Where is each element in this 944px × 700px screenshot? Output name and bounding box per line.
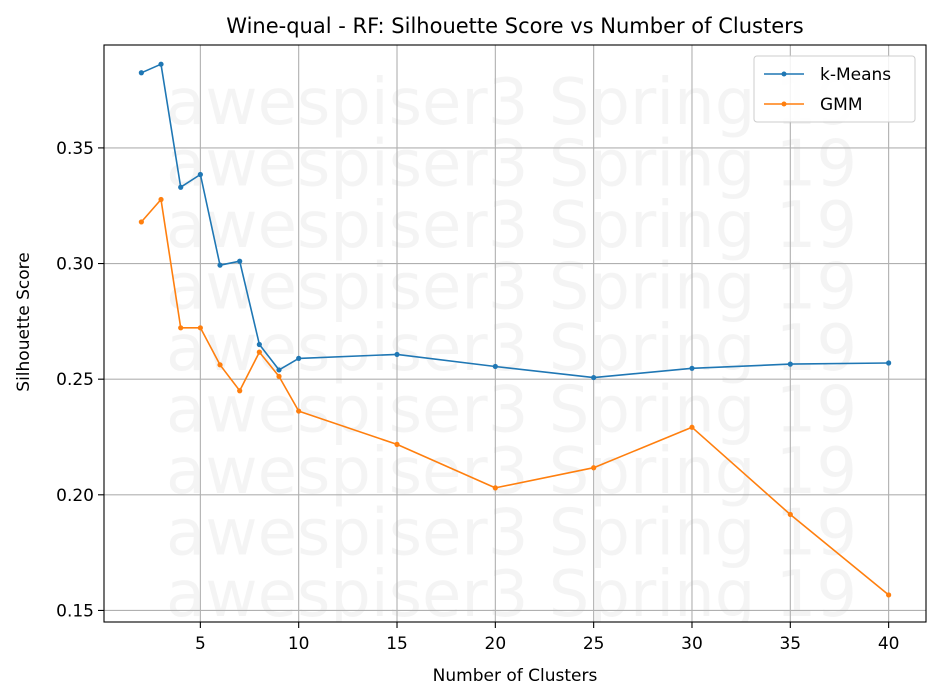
data-point-k-means	[296, 355, 302, 361]
x-tick-label: 30	[681, 634, 703, 654]
data-point-gmm	[138, 219, 144, 225]
data-point-k-means	[197, 171, 203, 178]
x-tick-label: 20	[485, 634, 507, 654]
data-point-k-means	[492, 363, 498, 370]
legend-marker-k-means	[781, 71, 787, 77]
data-point-k-means	[237, 258, 243, 264]
data-point-gmm	[197, 325, 203, 331]
data-point-gmm	[158, 196, 164, 203]
data-point-gmm	[296, 408, 302, 414]
x-tick-label: 40	[878, 634, 900, 654]
y-tick-label: 0.35	[56, 139, 94, 159]
plot-frame	[103, 44, 927, 623]
watermark-text: awespiser3 Spring 19	[166, 374, 857, 448]
data-point-k-means	[158, 61, 164, 67]
data-point-k-means	[689, 365, 695, 371]
watermark-text: awespiser3 Spring 19	[166, 251, 857, 325]
watermark-text: awespiser3 Spring 19	[166, 66, 857, 140]
data-point-gmm	[492, 485, 498, 491]
x-tick-label: 25	[583, 634, 605, 654]
legend-label-k-means: k-Means	[820, 65, 891, 85]
data-point-k-means	[591, 374, 597, 381]
x-tick-label: 35	[779, 634, 801, 654]
x-tick-label: 5	[195, 634, 206, 654]
data-point-gmm	[394, 441, 400, 447]
data-point-k-means	[276, 367, 282, 373]
data-point-k-means	[178, 184, 184, 190]
series-layer	[138, 61, 892, 598]
data-point-k-means	[256, 341, 262, 348]
chart-title: Wine-qual - RF: Silhouette Score vs Numb…	[226, 14, 803, 38]
y-axis-label: Silhouette Score	[14, 252, 34, 391]
legend-marker-gmm	[781, 101, 787, 107]
data-point-k-means	[886, 360, 892, 366]
data-point-gmm	[787, 511, 793, 518]
watermark-text: awespiser3 Spring 19	[166, 128, 857, 202]
watermark-text: awespiser3 Spring 19	[166, 312, 857, 386]
grid	[104, 45, 926, 622]
y-tick-label: 0.30	[56, 255, 94, 275]
x-tick-label: 10	[288, 634, 310, 654]
legend: k-Means GMM	[753, 55, 916, 123]
data-point-gmm	[886, 592, 892, 598]
data-point-gmm	[256, 349, 262, 355]
data-point-gmm	[237, 388, 243, 394]
data-point-k-means	[394, 351, 400, 358]
legend-label-gmm: GMM	[820, 95, 863, 115]
watermark-text: awespiser3 Spring 19	[166, 558, 857, 632]
data-point-k-means	[217, 262, 223, 268]
data-point-k-means	[138, 70, 144, 76]
data-point-gmm	[689, 424, 695, 430]
data-point-gmm	[591, 465, 597, 471]
x-tick-label: 15	[386, 634, 408, 654]
data-point-gmm	[217, 362, 223, 368]
ticks: 5 10 15 20 25 30 35 40 0.15 0.20 0.25 0.30 0.35	[56, 139, 899, 654]
watermark-text: awespiser3 Spring 19	[166, 189, 857, 263]
data-point-k-means	[787, 361, 793, 367]
x-axis-label: Number of Clusters	[433, 666, 598, 686]
data-point-gmm	[178, 325, 184, 331]
y-tick-label: 0.15	[56, 601, 94, 621]
legend-box	[753, 55, 916, 123]
watermark-text: awespiser3 Spring 19	[166, 497, 857, 571]
y-tick-label: 0.25	[56, 370, 94, 390]
y-tick-label: 0.20	[56, 486, 94, 506]
data-point-gmm	[276, 373, 282, 379]
